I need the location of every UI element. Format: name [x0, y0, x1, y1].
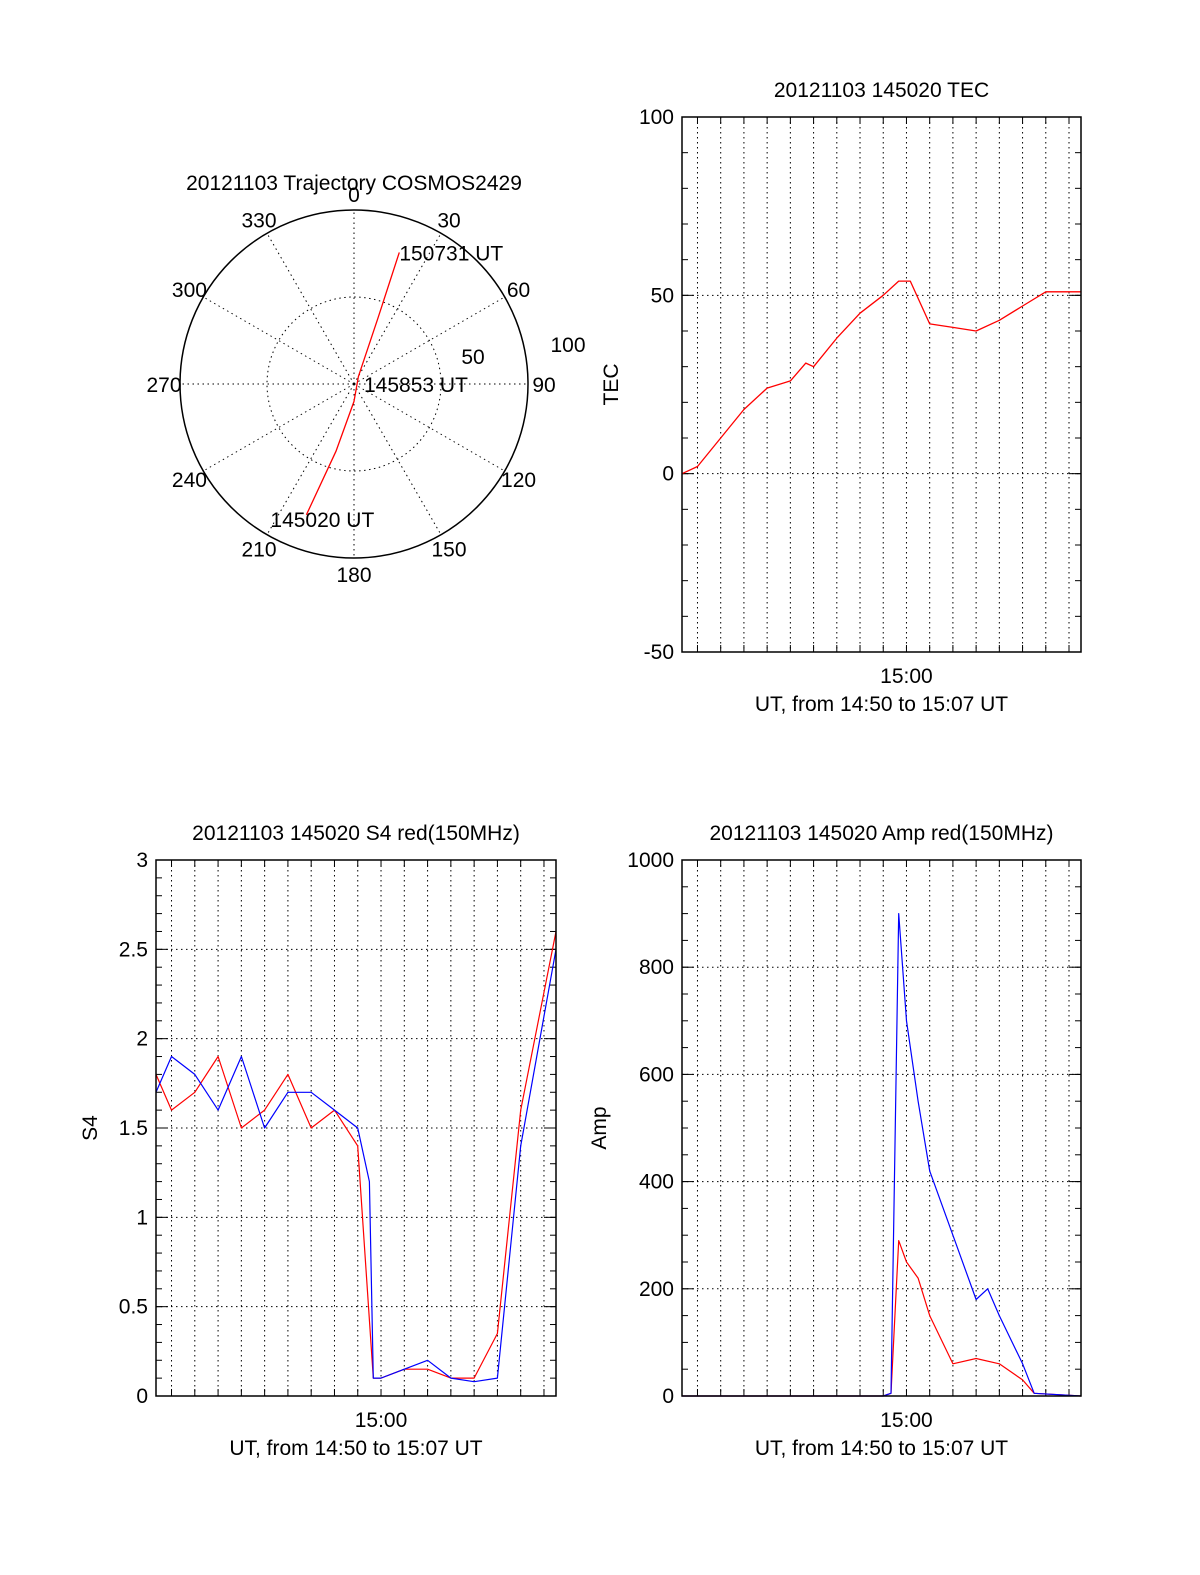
x-axis-label: UT, from 14:50 to 15:07 UT	[229, 1437, 482, 1460]
polar-spoke	[203, 383, 355, 472]
polar-spoke	[353, 296, 505, 385]
amp-panel: 20121103 145020 Amp red(150MHz) 1000 800 60…	[588, 822, 1082, 1460]
y-tick-label: 0	[136, 1385, 148, 1408]
chart-title: 20121103 Trajectory COSMOS2429	[186, 172, 522, 195]
polar-angle-label: 330	[241, 209, 276, 232]
x-axis-label: UT, from 14:50 to 15:07 UT	[755, 693, 1008, 716]
polar-spoke	[353, 383, 505, 472]
trajectory-line	[305, 252, 400, 516]
polar-radial-label: 50	[461, 346, 484, 369]
y-tick-label: 100	[639, 106, 674, 129]
y-tick-label: -50	[644, 641, 674, 664]
polar-spoke	[266, 383, 355, 535]
polar-angle-label: 90	[532, 374, 555, 397]
chart-title: 20121103 145020 TEC	[774, 79, 989, 102]
x-axis-label: UT, from 14:50 to 15:07 UT	[755, 1437, 1008, 1460]
series-line-0	[681, 280, 1081, 475]
plot-frame	[681, 859, 1082, 1397]
y-tick-label: 0	[662, 1385, 674, 1408]
polar-spoke	[266, 233, 355, 385]
y-tick-label: 1	[136, 1206, 148, 1229]
y-axis-label: TEC	[600, 364, 623, 406]
s4-panel: 20121103 145020 S4 red(150MHz) 3 2.5 2 1.5 1 0…	[79, 822, 557, 1460]
polar-angle-label: 0	[348, 184, 360, 207]
polar-angle-label: 270	[146, 374, 181, 397]
y-tick-label: 600	[639, 1063, 674, 1086]
y-tick-label: 1.5	[119, 1117, 148, 1140]
tec-panel: 20121103 145020 TEC 100 50 0 -50 15:00 UT, fro…	[600, 79, 1082, 716]
trajectory-annotation: 150731 UT	[399, 242, 503, 265]
polar-grid-circle	[266, 296, 442, 472]
polar-radial-label: 100	[550, 334, 585, 357]
plot-frame	[155, 859, 557, 1397]
y-tick-label: 200	[639, 1278, 674, 1301]
y-tick-label: 2	[136, 1028, 148, 1051]
y-tick-label: 400	[639, 1171, 674, 1194]
polar-outer-circle	[179, 209, 529, 559]
y-tick-label: 50	[651, 284, 674, 307]
y-axis-label: Amp	[588, 1106, 611, 1149]
y-tick-label: 0.5	[119, 1296, 148, 1319]
plot-frame	[681, 116, 1082, 653]
polar-spoke	[353, 233, 442, 385]
polar-spoke	[203, 296, 355, 385]
trajectory-annotation: 145020 UT	[270, 509, 374, 532]
polar-angle-label: 150	[431, 539, 466, 562]
polar-angle-label: 120	[501, 469, 536, 492]
chart-title: 20121103 145020 S4 red(150MHz)	[192, 822, 520, 845]
series-line-0	[155, 931, 557, 1379]
y-tick-label: 2.5	[119, 938, 148, 961]
polar-spoke	[353, 383, 442, 535]
y-axis-label: S4	[79, 1115, 102, 1141]
x-tick-label: 15:00	[880, 1409, 933, 1432]
polar-angle-label: 210	[241, 539, 276, 562]
polar-angle-label: 60	[507, 279, 530, 302]
y-tick-label: 1000	[627, 849, 674, 872]
x-tick-label: 15:00	[355, 1409, 408, 1432]
y-tick-label: 0	[662, 463, 674, 486]
series-line-1	[155, 949, 557, 1383]
polar-angle-label: 180	[336, 564, 371, 587]
y-tick-label: 3	[136, 849, 148, 872]
y-tick-label: 800	[639, 956, 674, 979]
polar-angle-label: 30	[437, 209, 460, 232]
chart-title: 20121103 145020 Amp red(150MHz)	[709, 822, 1053, 845]
series-line-0	[682, 1239, 1082, 1397]
x-tick-label: 15:00	[880, 665, 933, 688]
trajectory-annotation: 145853 UT	[364, 374, 468, 397]
polar-angle-label: 240	[172, 469, 207, 492]
series-line-1	[682, 912, 1082, 1397]
polar-angle-label: 300	[172, 279, 207, 302]
